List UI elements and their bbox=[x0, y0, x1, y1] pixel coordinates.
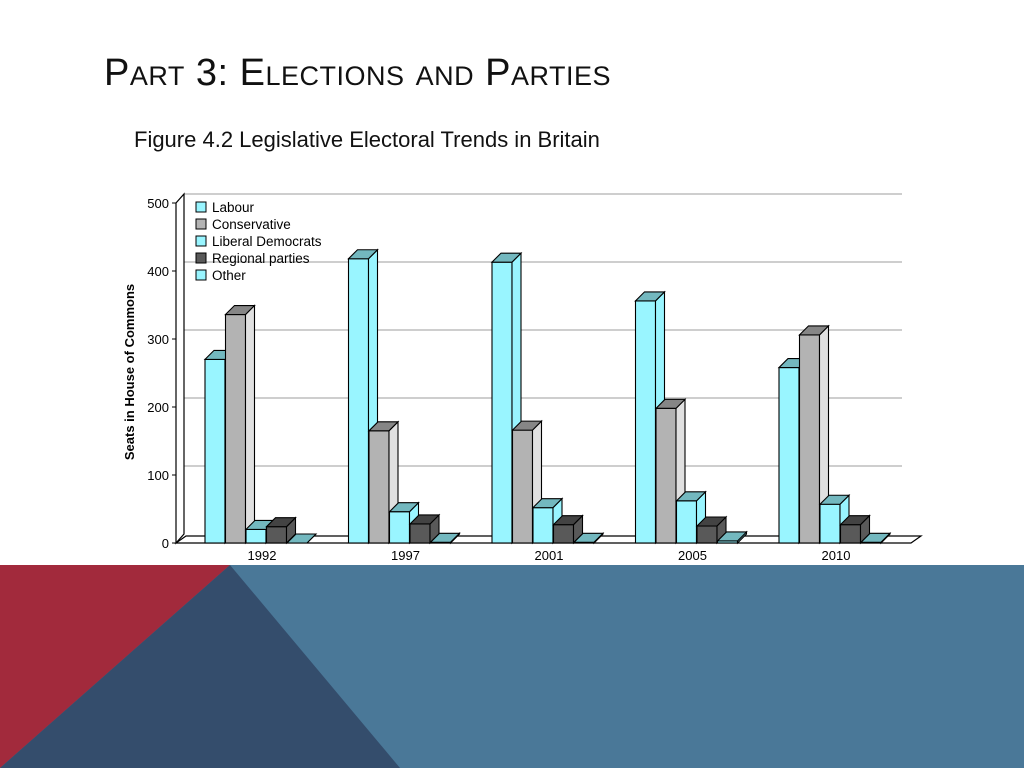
bar-front bbox=[634, 300, 657, 544]
footer-navy-triangle bbox=[0, 565, 400, 768]
bar-top bbox=[716, 531, 748, 542]
y-axis bbox=[175, 192, 185, 545]
bar-top bbox=[347, 249, 379, 260]
bar-top bbox=[285, 533, 318, 544]
bar-top bbox=[552, 515, 584, 526]
footer-decoration bbox=[0, 565, 1024, 768]
bar-front bbox=[491, 261, 513, 544]
bar-side bbox=[244, 304, 256, 545]
y-tick-label: 200 bbox=[147, 400, 169, 415]
bar-top bbox=[859, 532, 892, 543]
bar-top bbox=[695, 516, 728, 527]
y-tick-label: 100 bbox=[147, 468, 169, 483]
bar-front bbox=[388, 511, 411, 544]
bar-front bbox=[368, 430, 390, 544]
legend-label: Labour bbox=[212, 200, 255, 215]
bar-top bbox=[654, 398, 687, 409]
chart-bars bbox=[203, 248, 892, 545]
bar-front bbox=[204, 358, 226, 544]
y-tick-label: 400 bbox=[147, 264, 169, 279]
bar-front bbox=[798, 334, 821, 544]
bar-front bbox=[532, 507, 554, 544]
chart-legend: Labour Conservative Liberal Democrats Regio… bbox=[195, 200, 322, 283]
bar-front bbox=[839, 524, 862, 544]
bar-top bbox=[675, 491, 707, 502]
bar-front bbox=[696, 525, 718, 544]
y-tick-label: 500 bbox=[147, 196, 169, 211]
bar-top bbox=[798, 325, 830, 336]
legend-swatch bbox=[195, 235, 207, 247]
y-tick-label: 0 bbox=[162, 536, 169, 551]
bar-top bbox=[490, 252, 523, 263]
legend-label: Liberal Democrats bbox=[212, 234, 322, 249]
bar-top bbox=[224, 304, 256, 316]
bar-top bbox=[531, 498, 564, 509]
bar-front bbox=[347, 258, 370, 544]
slide-title: Part 3: Elections and Parties bbox=[104, 52, 612, 94]
legend-label: Regional parties bbox=[212, 251, 310, 266]
legend-label: Other bbox=[212, 268, 246, 283]
bar-front bbox=[511, 429, 534, 544]
legend-swatch bbox=[195, 218, 207, 230]
bar-top bbox=[818, 494, 851, 505]
chart-labels: 0 100 200 300 400 500 Seats in House of Common… bbox=[122, 196, 850, 563]
bar-front bbox=[675, 500, 698, 544]
bar-top bbox=[388, 502, 420, 513]
bar-front bbox=[224, 313, 247, 544]
figure-caption: Figure 4.2 Legislative Electoral Trends … bbox=[134, 127, 600, 152]
bar-front bbox=[552, 524, 575, 544]
x-tick-label: 2001 bbox=[535, 548, 564, 563]
bar-front bbox=[265, 526, 288, 544]
bar-top bbox=[572, 532, 605, 543]
bar-top bbox=[408, 514, 441, 525]
legend-label: Conservative bbox=[212, 217, 291, 232]
bar-top bbox=[634, 291, 666, 302]
bar-front bbox=[778, 367, 800, 544]
bar-top bbox=[367, 421, 400, 432]
legend-swatch bbox=[195, 269, 207, 281]
bar-top bbox=[511, 420, 543, 431]
bar-top bbox=[265, 517, 297, 528]
legend-swatch bbox=[195, 252, 207, 264]
bar-front bbox=[655, 407, 677, 544]
legend-swatch bbox=[195, 201, 207, 213]
x-tick-label: 2010 bbox=[822, 548, 851, 563]
bar-top bbox=[429, 532, 461, 543]
y-tick-label: 300 bbox=[147, 332, 169, 347]
x-tick-label: 1997 bbox=[391, 548, 420, 563]
bar-front bbox=[245, 528, 267, 544]
y-axis-title: Seats in House of Commons bbox=[122, 284, 137, 460]
bar-top bbox=[839, 515, 871, 526]
x-tick-label: 2005 bbox=[678, 548, 707, 563]
bar-front bbox=[819, 503, 841, 544]
x-tick-label: 1992 bbox=[248, 548, 277, 563]
bar-front bbox=[409, 523, 431, 544]
